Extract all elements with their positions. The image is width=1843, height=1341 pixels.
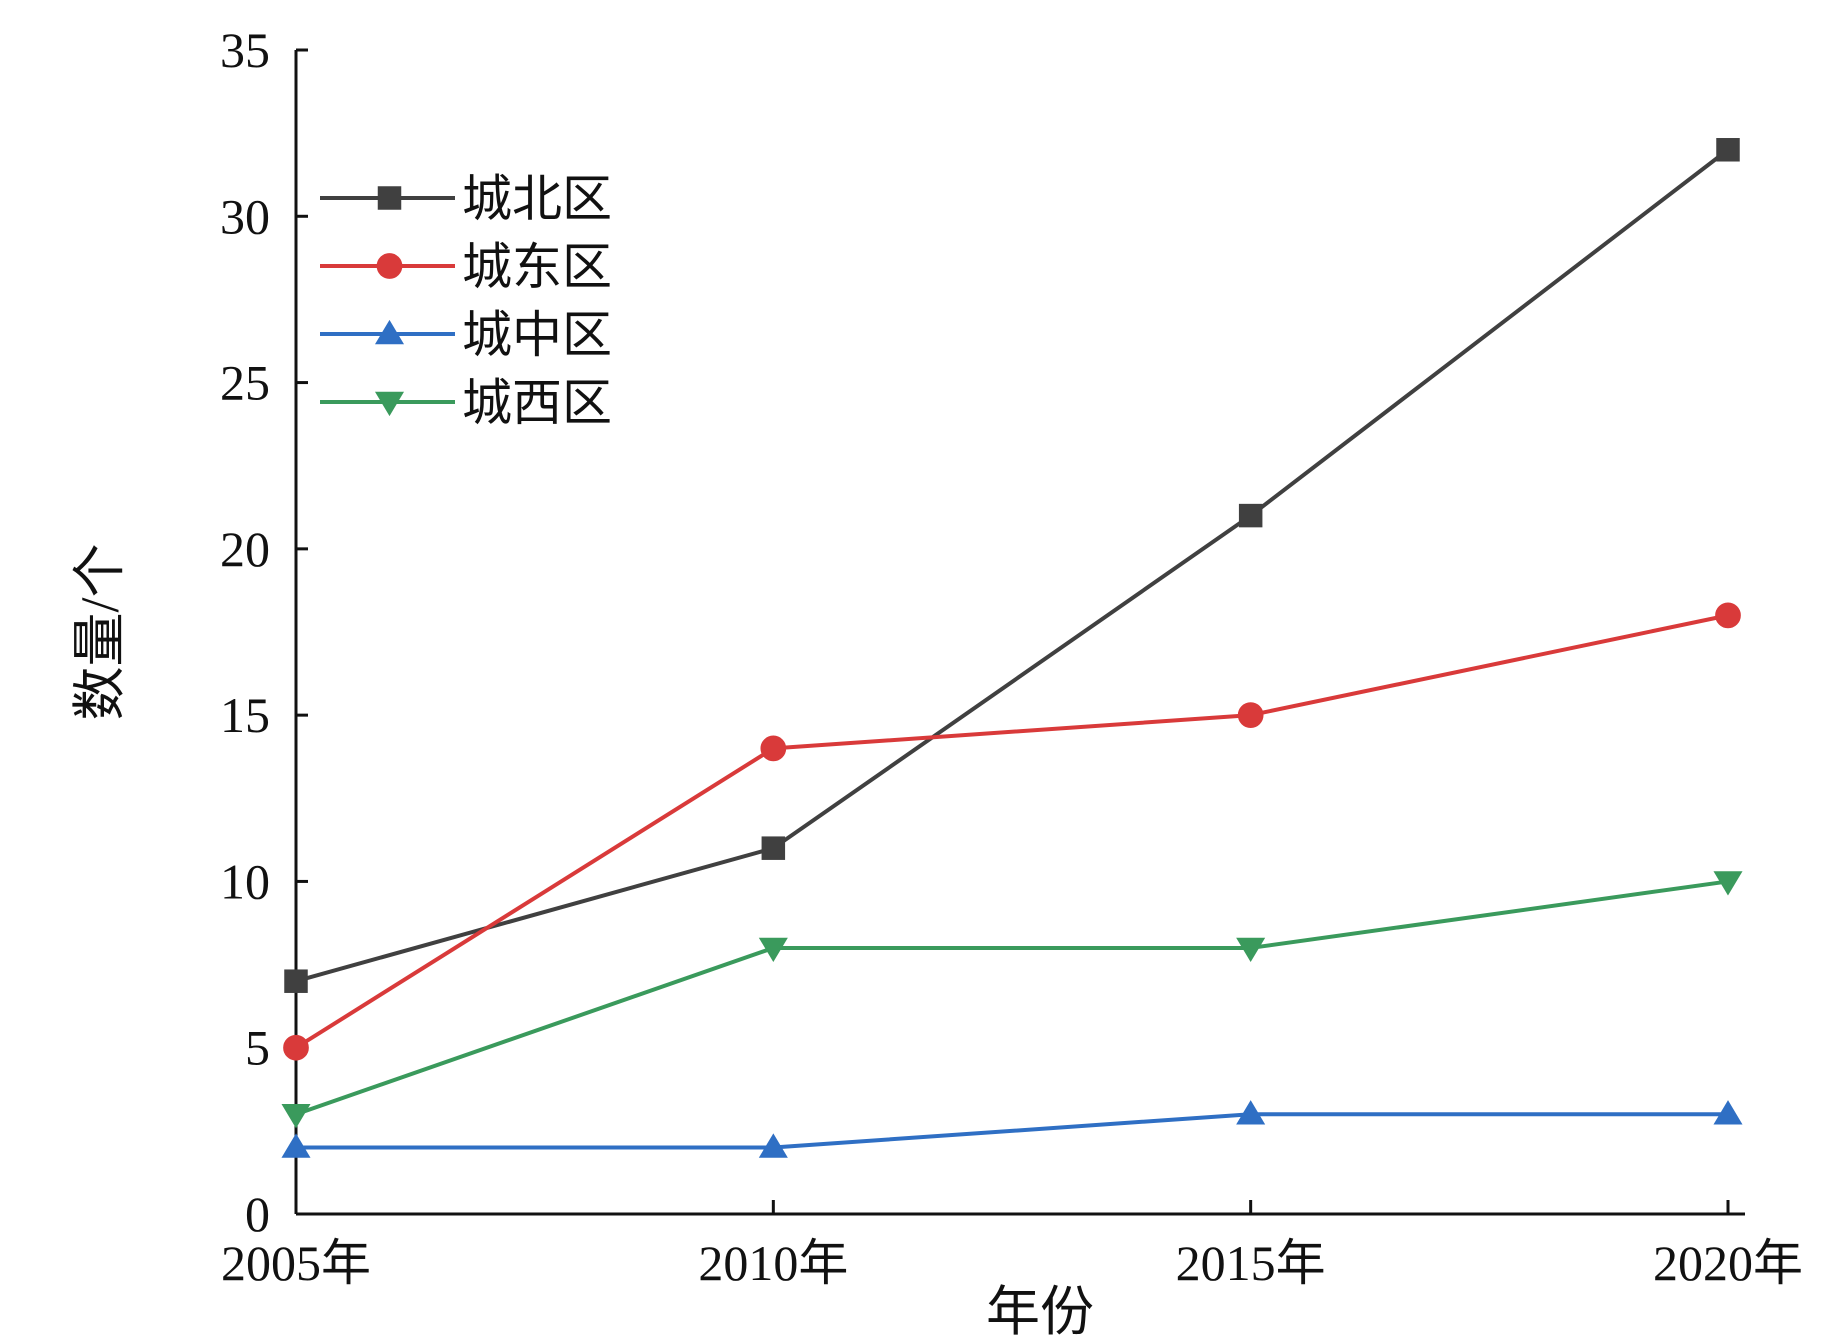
data-point (1715, 602, 1741, 629)
data-point (1236, 937, 1266, 963)
x-tick-label: 2005年 (221, 1235, 371, 1291)
data-point (1713, 871, 1743, 896)
data-point (281, 1133, 311, 1158)
y-tick-label: 25 (220, 355, 270, 411)
x-tick-label: 2020年 (1653, 1235, 1803, 1291)
data-point (1236, 1100, 1266, 1125)
data-point (761, 836, 786, 860)
series-4 (281, 871, 1743, 1129)
legend-label: 城东区 (462, 239, 612, 295)
legend-item: 城北区 (320, 171, 612, 227)
data-point (1716, 138, 1740, 162)
axes: 0 5 10 15 20 25 30 35 2005年 2010年 2015年 2020年 (220, 22, 1803, 1291)
data-point (760, 735, 787, 762)
data-point (1237, 702, 1264, 728)
y-tick-label: 0 (245, 1186, 270, 1242)
x-axis-title: 年份 (986, 1282, 1094, 1341)
y-tick-label: 30 (220, 188, 270, 244)
legend-label: 城北区 (462, 171, 612, 227)
y-axis-title: 数量/个 (70, 543, 130, 720)
data-point (1238, 503, 1263, 528)
data-point (1713, 1100, 1743, 1125)
legend-item: 城东区 (320, 239, 612, 295)
series-3 (281, 1100, 1743, 1158)
x-tick-label: 2010年 (698, 1235, 848, 1291)
x-axis-ticks: 2005年 2010年 2015年 2020年 (221, 1200, 1803, 1291)
series-line (295, 879, 1729, 1117)
legend-label: 城西区 (462, 375, 612, 431)
y-tick-label: 20 (220, 521, 270, 577)
legend-marker (376, 253, 403, 279)
y-tick-label: 5 (245, 1020, 270, 1076)
legend-marker (374, 391, 405, 417)
series-1 (284, 138, 1740, 993)
series-layer (281, 138, 1743, 1158)
legend-item: 城西区 (320, 375, 612, 431)
legend-item: 城中区 (320, 307, 612, 363)
data-point (758, 1133, 788, 1158)
legend-marker (374, 319, 405, 345)
y-tick-label: 10 (220, 853, 270, 909)
series-line (296, 1112, 1728, 1150)
legend-label: 城中区 (462, 307, 612, 363)
y-axis-ticks: 0 5 10 15 20 25 30 35 (220, 22, 308, 1242)
series-2 (283, 602, 1741, 1061)
x-tick-label: 2015年 (1176, 1235, 1326, 1291)
y-tick-label: 35 (220, 22, 270, 78)
data-point (283, 1034, 309, 1061)
data-point (284, 969, 308, 993)
data-point (281, 1103, 311, 1129)
series-line (295, 148, 1730, 984)
y-tick-label: 15 (220, 687, 270, 743)
data-point (758, 937, 788, 963)
legend-marker (377, 186, 402, 210)
series-line (294, 613, 1729, 1050)
